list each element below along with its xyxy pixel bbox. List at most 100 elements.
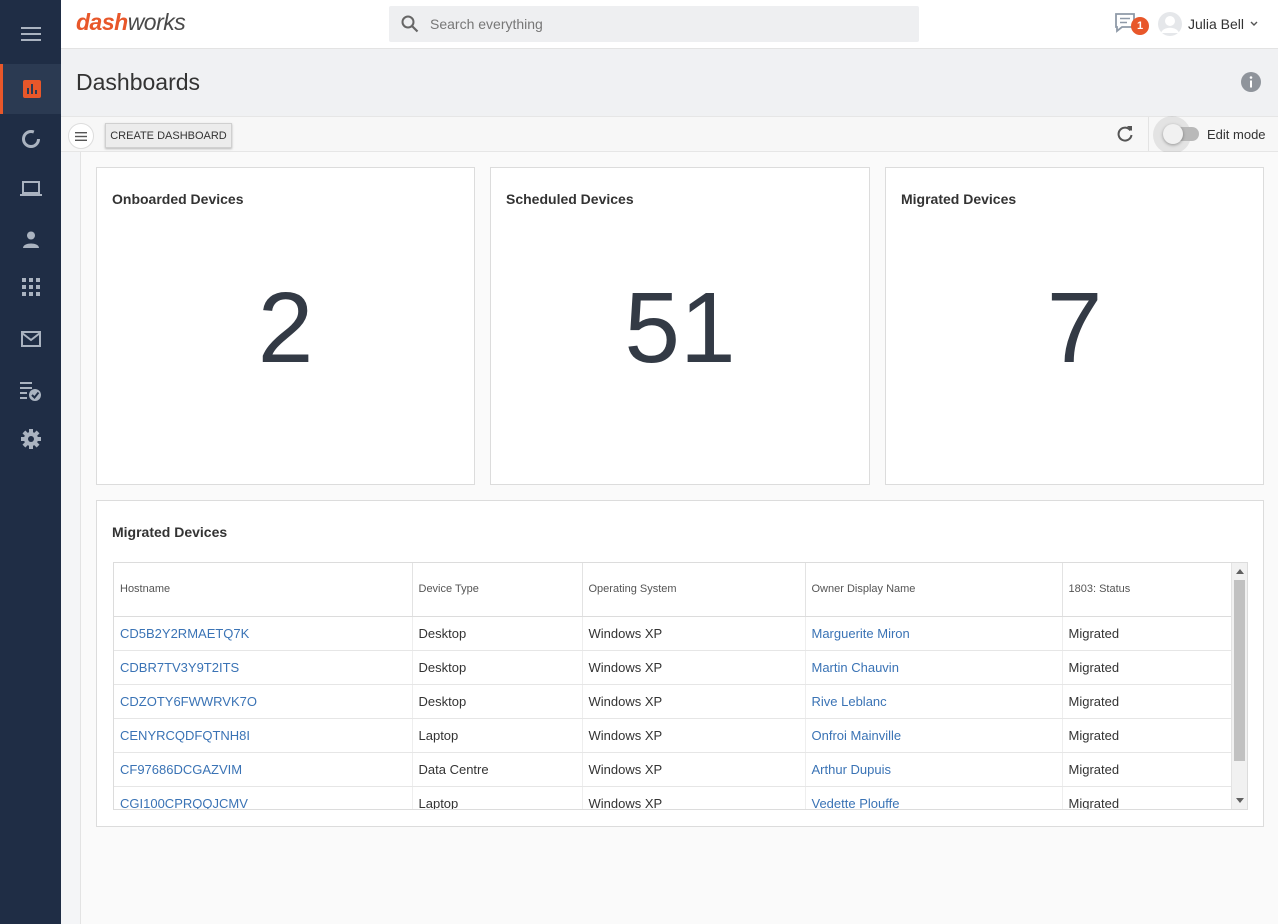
page-header: Dashboards — [61, 49, 1278, 116]
scroll-up-arrow-icon[interactable] — [1236, 569, 1244, 574]
edit-mode-toggle-knob[interactable] — [1163, 124, 1183, 144]
refresh-icon[interactable] — [1116, 125, 1134, 143]
status-cell: Migrated — [1062, 718, 1232, 753]
person-icon — [22, 231, 39, 248]
device-type-cell: Laptop — [412, 786, 583, 809]
hostname-link[interactable]: CD5B2Y2RMAETQ7K — [114, 616, 413, 651]
checklist-icon — [19, 382, 41, 401]
sidebar-item-projects[interactable] — [0, 114, 61, 164]
search-icon — [401, 15, 419, 33]
dashboard-chart-icon — [23, 80, 41, 98]
status-cell: Migrated — [1062, 752, 1232, 787]
column-header-owner-display-name[interactable]: Owner Display Name — [805, 563, 1063, 617]
notifications-button[interactable]: 1 — [1114, 12, 1150, 38]
table-row: CDBR7TV3Y9T2ITS Desktop Windows XP Marti… — [114, 650, 1232, 685]
device-type-cell: Desktop — [412, 616, 583, 651]
device-type-cell: Laptop — [412, 718, 583, 753]
os-cell: Windows XP — [582, 616, 806, 651]
hostname-link[interactable]: CF97686DCGAZVIM — [114, 752, 413, 787]
table-vertical-scrollbar[interactable] — [1231, 563, 1247, 809]
os-cell: Windows XP — [582, 752, 806, 787]
sidebar-item-devices[interactable] — [0, 164, 61, 214]
widget-value: 7 — [1046, 272, 1103, 384]
search-input[interactable] — [430, 6, 910, 42]
chat-bubble-icon — [1115, 13, 1135, 33]
logo-text-dash: dash — [76, 9, 128, 35]
avatar-icon — [1158, 12, 1182, 36]
owner-link[interactable]: Vedette Plouffe — [805, 786, 1063, 809]
os-cell: Windows XP — [582, 718, 806, 753]
sidebar-item-mailboxes[interactable] — [0, 314, 61, 364]
widget-card-onboarded: Onboarded Devices 2 — [96, 167, 475, 485]
widget-card-migrated-table: Migrated Devices Hostname Device Type Op… — [96, 500, 1264, 827]
owner-link[interactable]: Marguerite Miron — [805, 616, 1063, 651]
circular-progress-icon — [21, 130, 40, 148]
column-header-operating-system[interactable]: Operating System — [582, 563, 806, 617]
scrollbar-thumb[interactable] — [1234, 580, 1245, 761]
mail-icon — [20, 331, 41, 347]
sidebar-item-users[interactable] — [0, 214, 61, 264]
sidebar — [0, 0, 61, 924]
hostname-link[interactable]: CGI100CPRQQJCMV — [114, 786, 413, 809]
sidebar-item-evergreen[interactable] — [0, 366, 61, 416]
user-name: Julia Bell — [1188, 16, 1245, 32]
sidebar-item-dashboards[interactable] — [0, 64, 61, 114]
column-header-device-type[interactable]: Device Type — [412, 563, 583, 617]
widget-value: 2 — [257, 272, 314, 384]
table-row: CD5B2Y2RMAETQ7K Desktop Windows XP Margu… — [114, 616, 1232, 651]
widget-value: 51 — [624, 272, 736, 384]
widget-card-migrated: Migrated Devices 7 — [885, 167, 1264, 485]
table-row: CDZOTY6FWWRVK7O Desktop Windows XP Rive … — [114, 684, 1232, 719]
user-menu[interactable]: Julia Bell — [1158, 11, 1258, 37]
dashworks-logo[interactable]: dashworks — [76, 9, 186, 36]
widget-card-scheduled: Scheduled Devices 51 — [490, 167, 870, 485]
hostname-link[interactable]: CDBR7TV3Y9T2ITS — [114, 650, 413, 685]
column-header-hostname[interactable]: Hostname — [114, 563, 413, 617]
notification-count-badge: 1 — [1131, 17, 1149, 35]
sidebar-item-applications[interactable] — [0, 262, 61, 312]
status-cell: Migrated — [1062, 684, 1232, 719]
widget-title: Migrated Devices — [901, 191, 1017, 207]
scroll-down-arrow-icon[interactable] — [1236, 798, 1244, 803]
dashboard-content: Onboarded Devices 2 Scheduled Devices 51… — [80, 152, 1278, 924]
table-row: CF97686DCGAZVIM Data Centre Windows XP A… — [114, 752, 1232, 787]
apps-grid-icon — [21, 278, 40, 296]
device-type-cell: Desktop — [412, 650, 583, 685]
status-cell: Migrated — [1062, 786, 1232, 809]
dashboard-list-toggle[interactable] — [68, 123, 94, 149]
device-type-cell: Desktop — [412, 684, 583, 719]
toolbar-divider — [1148, 117, 1149, 151]
os-cell: Windows XP — [582, 684, 806, 719]
owner-link[interactable]: Rive Leblanc — [805, 684, 1063, 719]
status-cell: Migrated — [1062, 650, 1232, 685]
owner-link[interactable]: Onfroi Mainville — [805, 718, 1063, 753]
create-dashboard-button[interactable]: CREATE DASHBOARD — [105, 123, 232, 148]
sidebar-menu-toggle[interactable] — [0, 9, 61, 59]
owner-link[interactable]: Martin Chauvin — [805, 650, 1063, 685]
widget-title: Onboarded Devices — [112, 191, 244, 207]
sidebar-item-settings[interactable] — [0, 414, 61, 464]
chevron-down-icon — [1250, 21, 1258, 26]
status-cell: Migrated — [1062, 616, 1232, 651]
table-header-row: Hostname Device Type Operating System Ow… — [114, 563, 1232, 617]
hamburger-icon — [20, 27, 41, 41]
os-cell: Windows XP — [582, 786, 806, 809]
hostname-link[interactable]: CENYRCQDFQTNH8I — [114, 718, 413, 753]
menu-lines-icon — [75, 131, 87, 141]
edit-mode-label: Edit mode — [1207, 127, 1266, 142]
owner-link[interactable]: Arthur Dupuis — [805, 752, 1063, 787]
os-cell: Windows XP — [582, 650, 806, 685]
table-row: CENYRCQDFQTNH8I Laptop Windows XP Onfroi… — [114, 718, 1232, 753]
page-title: Dashboards — [76, 69, 201, 95]
top-bar: dashworks 1 Julia Bell — [61, 0, 1278, 49]
data-grid: Hostname Device Type Operating System Ow… — [113, 562, 1248, 810]
hostname-link[interactable]: CDZOTY6FWWRVK7O — [114, 684, 413, 719]
device-type-cell: Data Centre — [412, 752, 583, 787]
global-search — [389, 6, 919, 42]
migrated-devices-table: Hostname Device Type Operating System Ow… — [114, 563, 1232, 809]
laptop-icon — [19, 181, 42, 196]
dashboard-toolbar: CREATE DASHBOARD Edit mode — [61, 116, 1278, 154]
gear-icon — [20, 429, 41, 449]
column-header-status[interactable]: 1803: Status — [1062, 563, 1232, 617]
info-icon[interactable] — [1241, 72, 1261, 92]
